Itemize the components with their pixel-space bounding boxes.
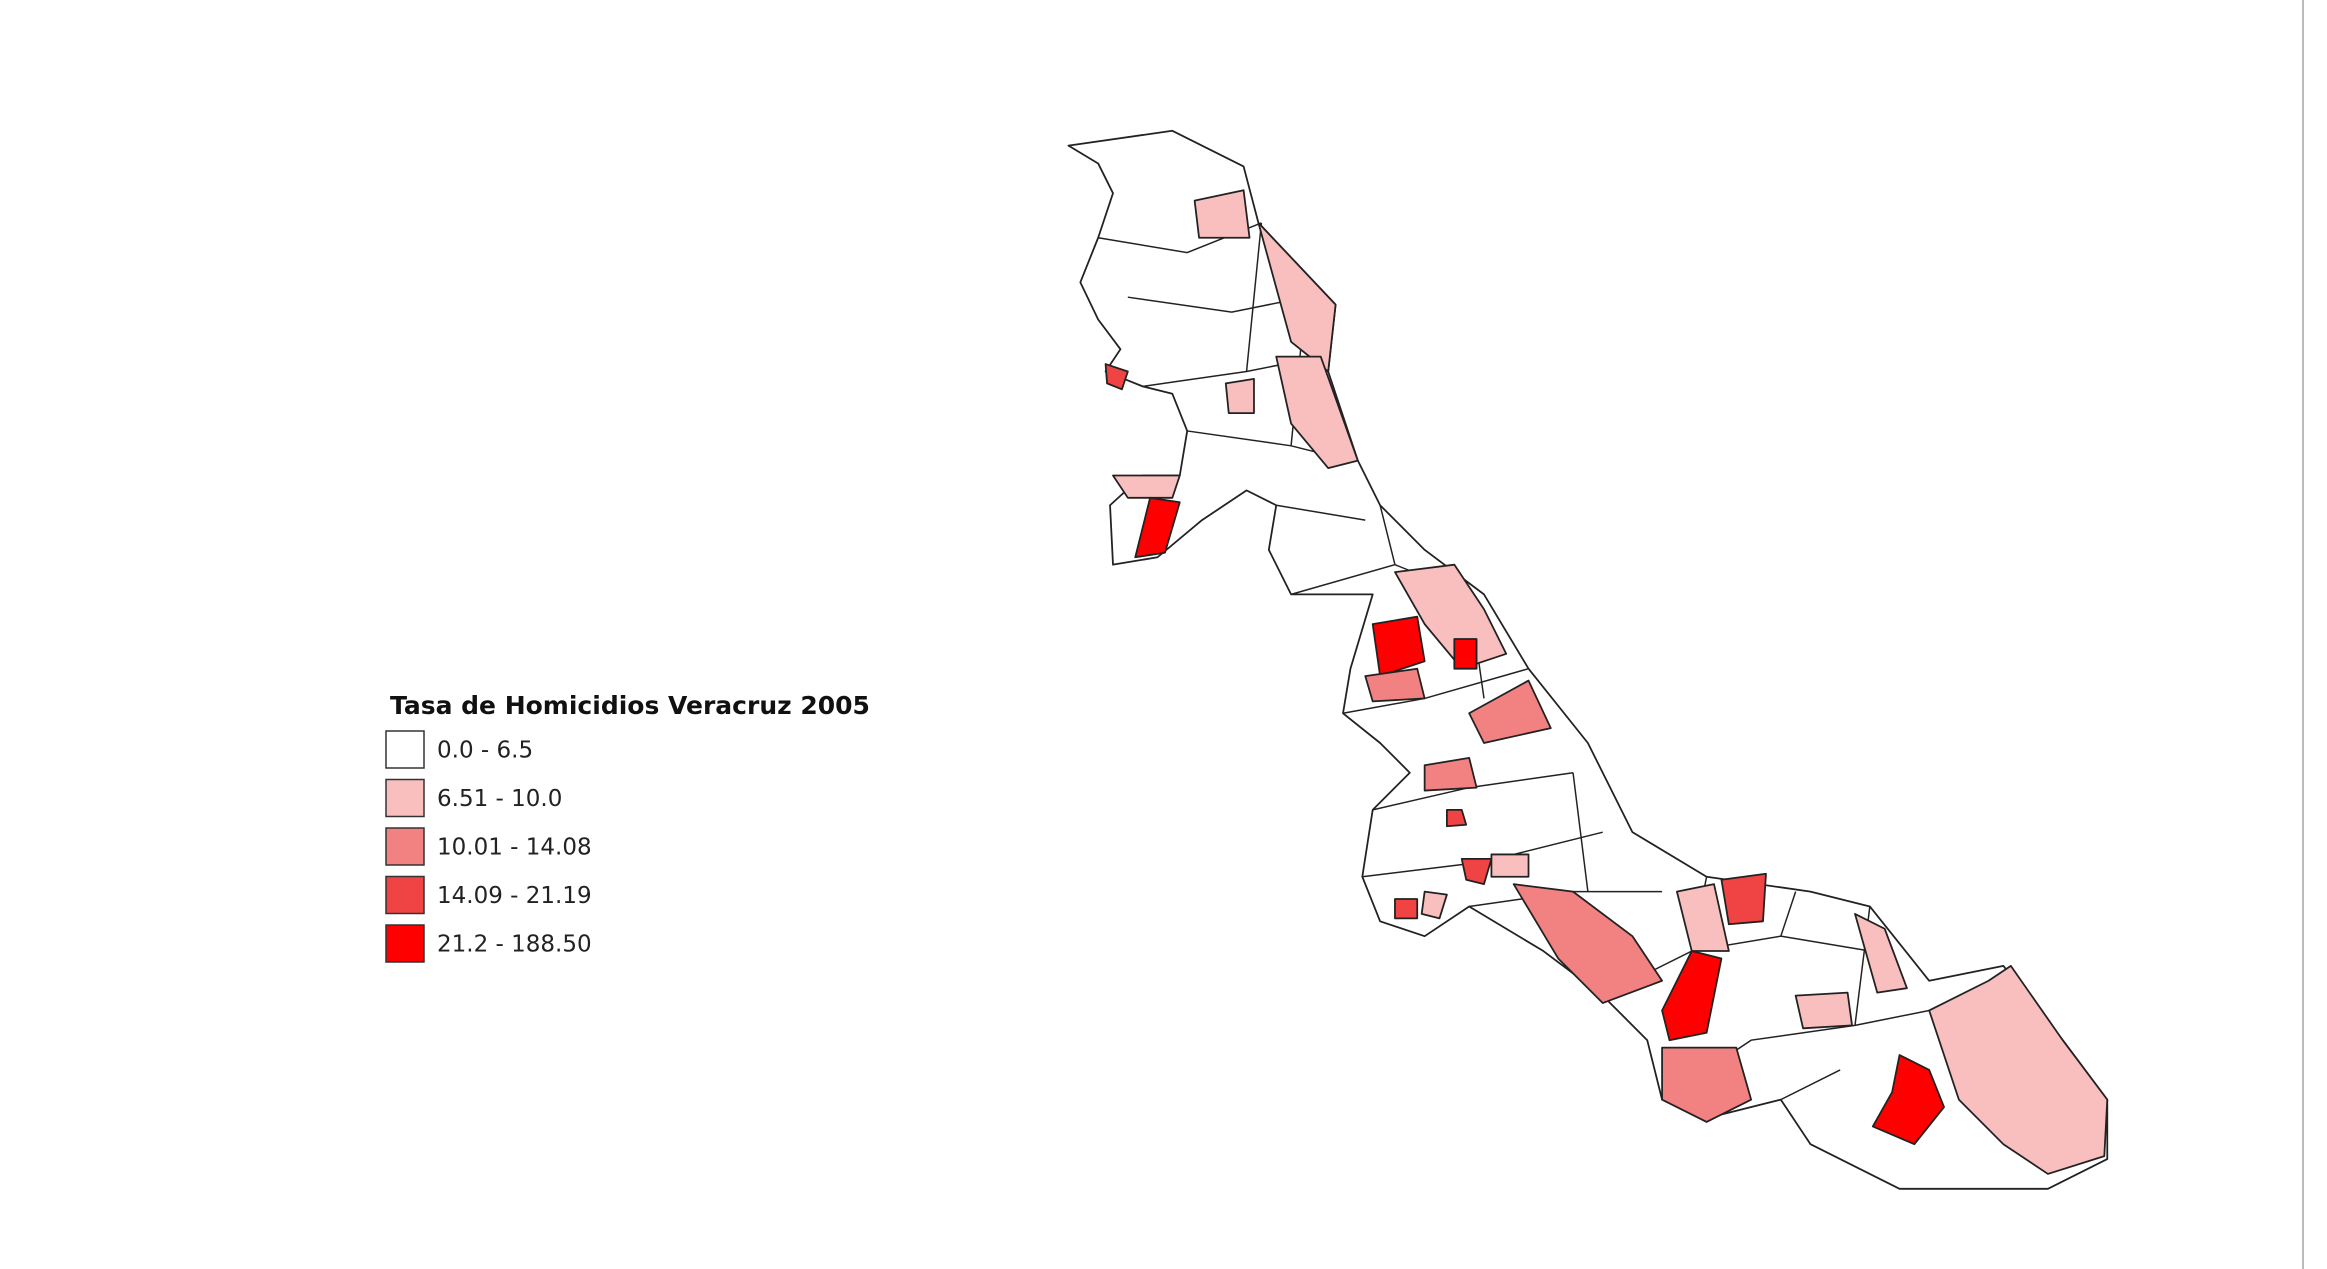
legend-label: 6.51 - 10.0 bbox=[437, 786, 562, 812]
municipalities-shaded bbox=[1104, 189, 2109, 1175]
legend-label: 0.0 - 6.5 bbox=[437, 738, 533, 764]
legend-swatch bbox=[385, 827, 425, 866]
legend-label: 14.09 - 21.19 bbox=[437, 883, 592, 909]
legend-swatch bbox=[385, 778, 425, 818]
legend-swatch bbox=[385, 924, 425, 963]
legend-label: 21.2 - 188.50 bbox=[437, 932, 592, 958]
legend-swatch bbox=[385, 875, 425, 915]
veracruz-map bbox=[1067, 129, 2109, 1190]
legend-label: 10.01 - 14.08 bbox=[437, 835, 592, 861]
legend-title: Tasa de Homicidios Veracruz 2005 bbox=[390, 691, 870, 720]
legend-swatch bbox=[385, 730, 425, 769]
legend: Tasa de Homicidios Veracruz 2005 0.0 - 6… bbox=[385, 691, 870, 963]
